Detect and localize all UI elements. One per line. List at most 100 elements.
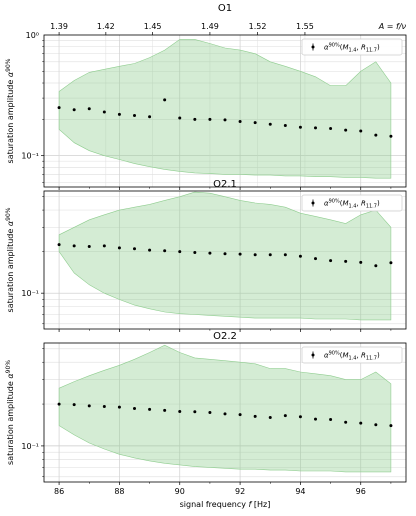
data-point <box>283 253 287 257</box>
panel-title: O2.1 <box>213 179 237 190</box>
data-point <box>389 424 393 428</box>
legend-box <box>301 194 403 212</box>
data-point <box>268 122 272 126</box>
x-tick-label: 88 <box>114 487 124 496</box>
panel-2: 10⁻¹ saturation amplitude α90% O2.1 α90%(M1… <box>5 179 407 332</box>
data-point <box>72 403 76 407</box>
data-point <box>314 417 317 421</box>
data-point <box>253 253 257 257</box>
top-axis-label: A = f/ν <box>378 22 407 31</box>
data-point <box>329 417 333 421</box>
data-point <box>223 118 227 122</box>
x-tick-label: 90 <box>175 487 185 496</box>
data-point <box>389 261 393 265</box>
data-point <box>344 128 348 132</box>
data-point <box>148 248 152 252</box>
x-tick-label: 96 <box>356 487 366 496</box>
plot-area <box>44 35 406 187</box>
data-point <box>374 423 378 427</box>
data-point <box>268 416 272 420</box>
data-point <box>359 260 363 264</box>
data-point <box>208 251 212 255</box>
data-point <box>193 251 197 255</box>
data-point <box>163 98 167 102</box>
legend-marker <box>311 353 315 357</box>
x-tick-label: 92 <box>235 487 245 496</box>
data-point <box>117 405 121 409</box>
data-point <box>117 246 121 250</box>
data-point <box>314 257 317 261</box>
data-point <box>193 117 197 121</box>
data-point <box>238 413 242 417</box>
axes-frame <box>43 190 407 330</box>
top-tick-label: 1.55 <box>296 22 314 31</box>
top-tick-label: 1.49 <box>201 22 219 31</box>
data-point <box>178 116 182 120</box>
panel-title: O2.2 <box>213 331 237 342</box>
data-point <box>374 264 378 268</box>
data-point <box>163 249 167 253</box>
data-point <box>87 404 91 408</box>
legend-label: α90%(M1.4, R11.7) <box>324 351 380 362</box>
axes-frame <box>43 34 407 188</box>
top-tick-label: 1.45 <box>144 22 162 31</box>
plot-area <box>44 343 406 482</box>
data-point <box>283 414 287 418</box>
legend-marker <box>311 45 315 49</box>
data-point <box>193 410 197 414</box>
confidence-band <box>58 344 392 473</box>
data-point <box>268 253 272 257</box>
data-point <box>57 106 61 110</box>
panel-3: 86 88 90 92 94 96 signal frequency f [Hz] 10⁻¹ s… <box>5 331 407 509</box>
data-point <box>57 243 61 247</box>
y-axis-label: saturation amplitude α90% <box>5 58 15 163</box>
data-point <box>374 133 378 137</box>
data-point <box>359 129 363 133</box>
data-point <box>148 407 152 411</box>
data-point <box>208 410 212 414</box>
y-tick-label: 10⁰ <box>26 31 39 40</box>
data-point <box>283 123 287 127</box>
data-point <box>238 119 242 123</box>
data-point <box>102 244 106 248</box>
top-tick-label: 1.52 <box>249 22 267 31</box>
data-point <box>87 107 91 111</box>
data-point <box>208 117 212 121</box>
data-point <box>163 408 167 412</box>
data-point <box>57 402 61 406</box>
data-point <box>344 420 348 424</box>
data-point <box>178 250 182 254</box>
data-point <box>102 110 106 114</box>
data-point <box>298 415 302 419</box>
y-tick-label: 10⁻¹ <box>21 289 39 298</box>
data-point <box>133 114 136 118</box>
data-point <box>72 244 76 248</box>
panel-title: O1 <box>218 3 232 14</box>
x-axis-label: signal frequency f [Hz] <box>180 500 271 509</box>
confidence-band <box>58 39 392 179</box>
x-tick-label: 94 <box>295 487 305 496</box>
y-tick-label: 10⁻¹ <box>21 152 39 161</box>
data-point <box>253 121 257 125</box>
data-point <box>314 126 317 130</box>
data-point <box>133 406 136 410</box>
data-point <box>72 108 76 112</box>
x-tick-label: 86 <box>54 487 64 496</box>
data-point <box>238 252 242 256</box>
y-axis-label: saturation amplitude α90% <box>5 360 15 465</box>
axes-frame <box>43 342 407 483</box>
legend-label: α90%(M1.4, R11.7) <box>324 199 380 210</box>
data-point <box>298 125 302 129</box>
legend-box <box>301 38 403 56</box>
legend-marker <box>311 201 315 205</box>
data-point <box>389 134 393 138</box>
data-point <box>329 259 333 263</box>
data-point <box>223 252 227 256</box>
y-axis-label: saturation amplitude α90% <box>5 207 15 312</box>
data-point <box>178 409 182 413</box>
data-point <box>87 244 91 248</box>
data-point <box>359 421 363 425</box>
legend-label: α90%(M1.4, R11.7) <box>324 43 380 54</box>
